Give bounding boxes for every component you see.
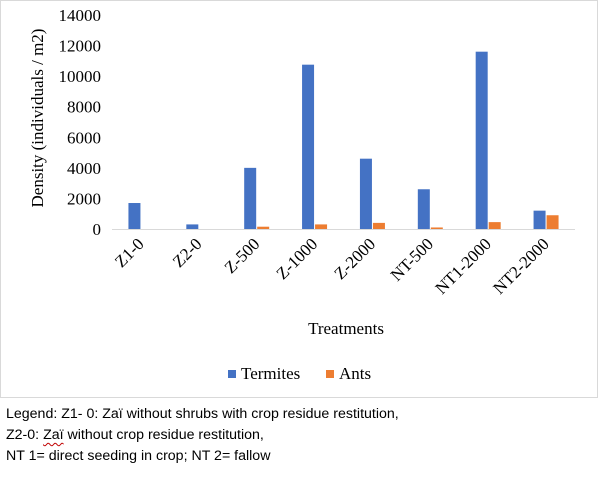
chart-legend: Termites Ants [228, 364, 371, 383]
bar-termites-nt-500 [417, 189, 430, 229]
bar-ants-z-2000 [372, 222, 385, 229]
x-tick-label: Z-2000 [330, 234, 379, 283]
legend-label-termites: Termites [241, 364, 300, 383]
x-axis-ticks: Z1-0 Z2-0 Z-500 Z-1000 Z-2000 NT-500NT1-2000N… [111, 234, 553, 298]
note-line-2-start: Z2-0: [6, 427, 44, 443]
legend-swatch-termites [228, 370, 236, 378]
bar-ants-nt2-2000 [546, 215, 559, 229]
bar-termites-nt2-2000 [533, 210, 546, 229]
legend-swatch-ants [326, 370, 334, 378]
bar-ants-nt-500 [430, 227, 443, 229]
y-tick-label: 12000 [59, 37, 102, 56]
chart-area [0, 0, 598, 398]
bar-termites-z2-0 [186, 224, 199, 229]
y-tick-label: 14000 [59, 6, 102, 25]
spellcheck-flagged-word: Zaï [43, 427, 64, 443]
y-tick-label: 8000 [67, 98, 101, 117]
x-tick-label: Z-500 [221, 234, 264, 277]
y-tick-label: 6000 [67, 128, 101, 147]
bar-ants-z-1000 [315, 224, 328, 229]
legend-note: Legend: Z1- 0: Zaï without shrubs with c… [6, 404, 596, 467]
note-line-1: Legend: Z1- 0: Zaï without shrubs with c… [6, 406, 399, 422]
x-tick-label: Z1-0 [111, 234, 148, 271]
bar-ants-nt1-2000 [488, 222, 501, 229]
note-line-2-end: without crop residue restitution, [63, 427, 264, 443]
bar-termites-nt1-2000 [475, 51, 488, 229]
y-tick-label: 0 [93, 220, 102, 239]
bar-termites-z1-0 [128, 203, 141, 229]
bars [128, 51, 559, 229]
x-tick-label: Z-1000 [273, 234, 322, 283]
legend-label-ants: Ants [339, 364, 371, 383]
y-tick-label: 4000 [67, 159, 101, 178]
bar-ants-z-500 [257, 226, 270, 229]
note-line-2: Z2-0: Zaï without crop residue restituti… [6, 425, 596, 446]
y-axis-ticks: 0 2000 4000 6000 8000 10000 12000 14000 [59, 6, 102, 239]
y-tick-label: 2000 [67, 189, 101, 208]
y-axis-title: Density (individuals / m2) [28, 29, 47, 208]
bar-termites-z-500 [244, 167, 257, 229]
note-line-3: NT 1= direct seeding in crop; NT 2= fall… [6, 448, 271, 464]
x-tick-label: NT1-2000 [431, 234, 495, 298]
bar-chart: 0 2000 4000 6000 8000 10000 12000 14000 Z1-0 Z2-… [28, 6, 575, 383]
y-tick-label: 10000 [59, 67, 102, 86]
bar-termites-z-2000 [359, 158, 372, 229]
bar-termites-z-1000 [302, 64, 315, 229]
x-tick-label: NT-500 [387, 234, 437, 284]
x-axis-title: Treatments [308, 319, 384, 338]
x-tick-label: NT2-2000 [489, 234, 553, 298]
x-tick-label: Z2-0 [169, 234, 206, 271]
